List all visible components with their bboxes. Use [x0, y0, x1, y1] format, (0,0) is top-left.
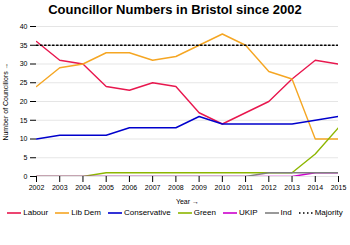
html-text:Lib Dem: Lib Dem: [71, 208, 101, 217]
svg-text:2006: 2006: [122, 184, 138, 191]
svg-text:2004: 2004: [75, 184, 91, 191]
svg-text:2007: 2007: [145, 184, 161, 191]
svg-text:0: 0: [24, 173, 28, 180]
svg-text:2010: 2010: [215, 184, 231, 191]
svg-text:Year →: Year →: [176, 198, 199, 205]
html-text:Ind: Ind: [280, 208, 292, 217]
html-text:Majority: Majority: [314, 208, 343, 217]
svg-text:2015: 2015: [331, 184, 347, 191]
svg-text:15: 15: [20, 116, 28, 123]
svg-text:2009: 2009: [191, 184, 207, 191]
svg-text:5: 5: [24, 154, 28, 161]
svg-text:2003: 2003: [52, 184, 68, 191]
svg-text:20: 20: [20, 98, 28, 105]
html-text:Conservative: Conservative: [124, 208, 171, 217]
svg-text:30: 30: [20, 60, 28, 67]
svg-text:40: 40: [20, 23, 28, 30]
svg-text:2005: 2005: [98, 184, 114, 191]
svg-text:2002: 2002: [29, 184, 45, 191]
svg-text:35: 35: [20, 41, 28, 48]
html-text:UKIP: UKIP: [238, 208, 258, 217]
svg-text:2012: 2012: [261, 184, 277, 191]
html-text:Labour: Labour: [23, 208, 49, 217]
svg-text:25: 25: [20, 79, 28, 86]
svg-text:2008: 2008: [168, 184, 184, 191]
svg-text:2013: 2013: [284, 184, 300, 191]
svg-text:10: 10: [20, 135, 28, 142]
html-text:Councillor Numbers in Bristol: Councillor Numbers in Bristol since 2002: [48, 2, 302, 17]
svg-text:2011: 2011: [238, 184, 253, 191]
svg-text:2014: 2014: [307, 184, 323, 191]
svg-text:Number of Councillors →: Number of Councillors →: [2, 62, 9, 140]
html-text:Green: Green: [193, 208, 216, 217]
